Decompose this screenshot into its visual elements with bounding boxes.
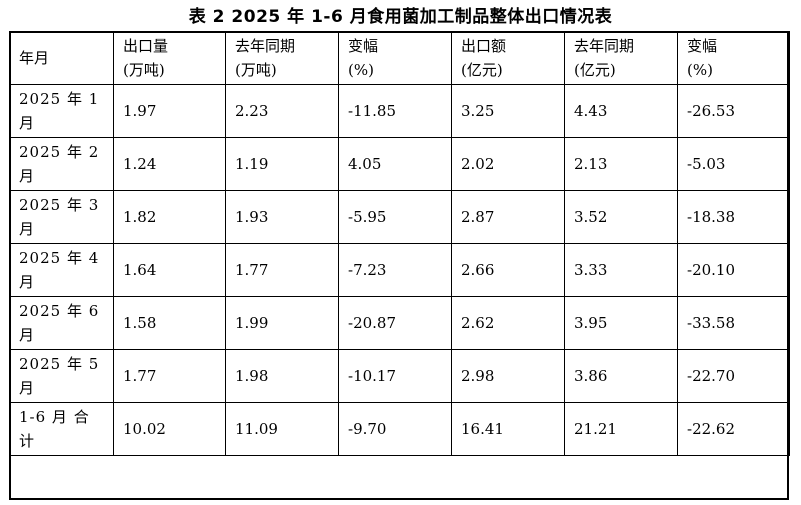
header-value-unit: (亿元) (461, 61, 503, 79)
cell-volume-change: -11.85 (338, 84, 452, 138)
cell-value-prev: 2.13 (564, 137, 678, 191)
cell-volume: 1.82 (113, 190, 226, 244)
cell-period: 1-6 月 合 计 (9, 402, 114, 456)
cell-value: 2.87 (451, 190, 565, 244)
cell-period: 2025 年 2 月 (9, 137, 114, 191)
header-volume-prev: 去年同期 (万吨) (225, 31, 339, 85)
header-value: 出口额 (亿元) (451, 31, 565, 85)
cell-volume: 1.24 (113, 137, 226, 191)
cell-value-change: -18.38 (677, 190, 790, 244)
cell-value-prev: 3.86 (564, 349, 678, 403)
cell-value-change: -22.62 (677, 402, 790, 456)
cell-period: 2025 年 5 月 (9, 349, 114, 403)
table-row: 2025 年 4 月 1.64 1.77 -7.23 2.66 3.33 -20… (9, 243, 790, 297)
cell-value-prev: 4.43 (564, 84, 678, 138)
cell-value-prev: 3.95 (564, 296, 678, 350)
cell-period: 2025 年 3 月 (9, 190, 114, 244)
table-title: 表 2 2025 年 1-6 月食用菌加工制品整体出口情况表 (188, 7, 613, 27)
cell-value-prev: 21.21 (564, 402, 678, 456)
cell-value: 2.98 (451, 349, 565, 403)
cell-value-change: -20.10 (677, 243, 790, 297)
header-row: 年月 出口量 (万吨) 去年同期 (万吨) 变幅 (%) 出口额 (亿元) 去年… (9, 31, 790, 85)
header-volume-unit: (万吨) (123, 61, 165, 79)
cell-value-change: -5.03 (677, 137, 790, 191)
cell-value: 2.62 (451, 296, 565, 350)
cell-volume-prev: 1.19 (225, 137, 339, 191)
header-value-prev-unit: (亿元) (574, 61, 616, 79)
cell-volume: 1.58 (113, 296, 226, 350)
header-period: 年月 (9, 31, 114, 85)
table-row: 2025 年 1 月 1.97 2.23 -11.85 3.25 4.43 -2… (9, 84, 790, 138)
cell-period: 2025 年 1 月 (9, 84, 114, 138)
cell-value: 16.41 (451, 402, 565, 456)
cell-value-change: -26.53 (677, 84, 790, 138)
cell-value-change: -22.70 (677, 349, 790, 403)
cell-volume-prev: 11.09 (225, 402, 339, 456)
cell-volume: 1.77 (113, 349, 226, 403)
header-value-prev-label: 去年同期 (574, 37, 635, 55)
header-volume-prev-unit: (万吨) (235, 61, 277, 79)
export-table: 年月 出口量 (万吨) 去年同期 (万吨) 变幅 (%) 出口额 (亿元) 去年… (9, 31, 790, 456)
cell-volume-prev: 1.77 (225, 243, 339, 297)
cell-volume-change: -7.23 (338, 243, 452, 297)
table-row: 2025 年 6 月 1.58 1.99 -20.87 2.62 3.95 -3… (9, 296, 790, 350)
table-row-total: 1-6 月 合 计 10.02 11.09 -9.70 16.41 21.21 … (9, 402, 790, 456)
cell-volume-change: 4.05 (338, 137, 452, 191)
header-volume: 出口量 (万吨) (113, 31, 226, 85)
cell-volume-prev: 1.98 (225, 349, 339, 403)
header-period-label: 年月 (19, 49, 50, 67)
table-row: 2025 年 2 月 1.24 1.19 4.05 2.02 2.13 -5.0… (9, 137, 790, 191)
header-value-prev: 去年同期 (亿元) (564, 31, 678, 85)
cell-period: 2025 年 6 月 (9, 296, 114, 350)
header-value-label: 出口额 (461, 37, 507, 55)
header-volume-label: 出口量 (123, 37, 169, 55)
cell-volume-prev: 1.99 (225, 296, 339, 350)
cell-value: 2.02 (451, 137, 565, 191)
cell-value-change: -33.58 (677, 296, 790, 350)
cell-volume-change: -10.17 (338, 349, 452, 403)
cell-volume-prev: 2.23 (225, 84, 339, 138)
header-volume-change-unit: (%) (348, 61, 374, 79)
cell-value-prev: 3.33 (564, 243, 678, 297)
cell-volume-change: -5.95 (338, 190, 452, 244)
header-value-change: 变幅 (%) (677, 31, 790, 85)
table-row: 2025 年 5 月 1.77 1.98 -10.17 2.98 3.86 -2… (9, 349, 790, 403)
header-value-change-label: 变幅 (687, 37, 718, 55)
cell-period: 2025 年 4 月 (9, 243, 114, 297)
cell-volume: 1.97 (113, 84, 226, 138)
cell-volume: 1.64 (113, 243, 226, 297)
cell-value: 2.66 (451, 243, 565, 297)
header-volume-prev-label: 去年同期 (235, 37, 296, 55)
cell-volume-change: -20.87 (338, 296, 452, 350)
header-volume-change-label: 变幅 (348, 37, 379, 55)
cell-value: 3.25 (451, 84, 565, 138)
header-volume-change: 变幅 (%) (338, 31, 452, 85)
cell-value-prev: 3.52 (564, 190, 678, 244)
cell-volume-change: -9.70 (338, 402, 452, 456)
cell-volume-prev: 1.93 (225, 190, 339, 244)
header-value-change-unit: (%) (687, 61, 713, 79)
table-row: 2025 年 3 月 1.82 1.93 -5.95 2.87 3.52 -18… (9, 190, 790, 244)
cell-volume: 10.02 (113, 402, 226, 456)
